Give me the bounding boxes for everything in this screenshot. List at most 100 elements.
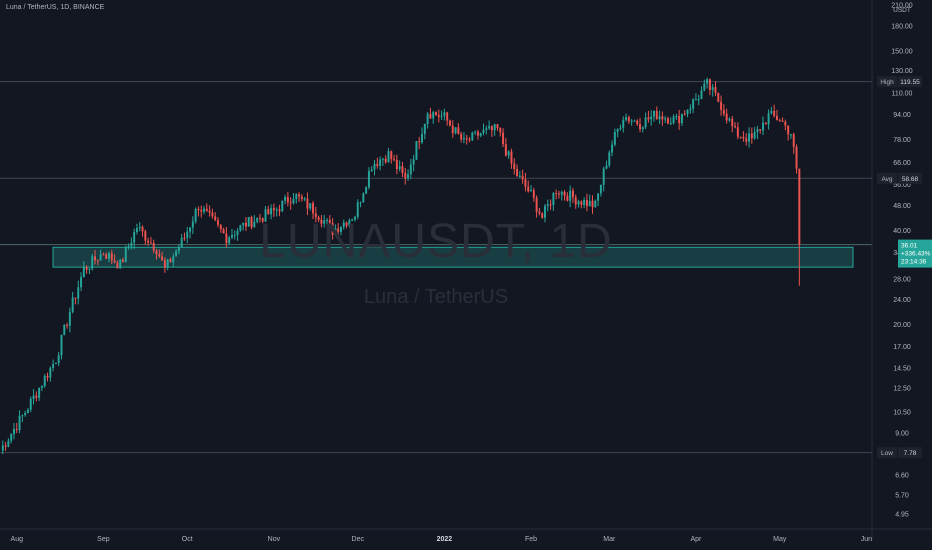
- candle[interactable]: [476, 131, 479, 136]
- candle[interactable]: [314, 213, 317, 218]
- candle[interactable]: [538, 211, 541, 214]
- candle[interactable]: [127, 246, 130, 248]
- candle[interactable]: [454, 127, 457, 134]
- candle[interactable]: [784, 121, 787, 126]
- candle[interactable]: [798, 168, 801, 245]
- candle[interactable]: [66, 324, 69, 326]
- candle[interactable]: [256, 217, 259, 222]
- candle[interactable]: [689, 108, 692, 111]
- candle[interactable]: [1, 445, 4, 451]
- candle[interactable]: [278, 209, 281, 212]
- candle[interactable]: [54, 363, 57, 365]
- candle[interactable]: [409, 164, 412, 175]
- candle[interactable]: [21, 415, 24, 417]
- candle[interactable]: [110, 253, 113, 261]
- candle[interactable]: [264, 209, 267, 222]
- candle[interactable]: [121, 259, 124, 262]
- candle[interactable]: [7, 440, 10, 447]
- candle[interactable]: [644, 117, 647, 128]
- candle[interactable]: [546, 204, 549, 206]
- candle[interactable]: [94, 256, 97, 261]
- candle[interactable]: [49, 367, 52, 378]
- candle[interactable]: [379, 159, 382, 166]
- candle[interactable]: [435, 112, 437, 116]
- candle[interactable]: [446, 112, 449, 121]
- candle[interactable]: [328, 220, 331, 224]
- candle[interactable]: [496, 124, 499, 128]
- candle[interactable]: [756, 129, 759, 133]
- candle[interactable]: [404, 172, 407, 179]
- candle[interactable]: [175, 251, 178, 257]
- candle[interactable]: [186, 231, 189, 238]
- candle[interactable]: [26, 409, 29, 414]
- candle[interactable]: [135, 228, 138, 233]
- candle[interactable]: [169, 259, 172, 263]
- candle[interactable]: [342, 222, 345, 228]
- candle[interactable]: [605, 165, 608, 169]
- candle[interactable]: [639, 124, 642, 130]
- candle[interactable]: [91, 256, 94, 269]
- candle[interactable]: [183, 237, 186, 239]
- candle[interactable]: [647, 117, 650, 120]
- support-zone[interactable]: [52, 246, 854, 268]
- candle[interactable]: [80, 277, 83, 288]
- candle[interactable]: [247, 217, 250, 227]
- candle[interactable]: [85, 267, 88, 270]
- candle[interactable]: [664, 118, 667, 120]
- candle[interactable]: [625, 117, 628, 120]
- candle[interactable]: [633, 120, 636, 122]
- candle[interactable]: [309, 203, 312, 209]
- candle[interactable]: [602, 168, 605, 185]
- candle[interactable]: [787, 125, 790, 135]
- candle[interactable]: [345, 222, 348, 226]
- candle[interactable]: [557, 193, 560, 195]
- candle[interactable]: [155, 250, 158, 255]
- candle[interactable]: [180, 237, 183, 248]
- candle[interactable]: [390, 151, 393, 160]
- candle[interactable]: [312, 203, 315, 214]
- candle[interactable]: [736, 127, 739, 137]
- candle[interactable]: [795, 146, 798, 169]
- candle[interactable]: [298, 194, 301, 197]
- candle[interactable]: [412, 159, 415, 165]
- candle[interactable]: [119, 259, 122, 269]
- candle[interactable]: [706, 79, 709, 84]
- candle[interactable]: [387, 151, 390, 163]
- candle[interactable]: [728, 118, 731, 121]
- candle[interactable]: [74, 297, 77, 299]
- candle[interactable]: [678, 116, 681, 124]
- candle[interactable]: [242, 222, 245, 226]
- candle[interactable]: [163, 260, 166, 268]
- candle[interactable]: [284, 197, 287, 201]
- candle[interactable]: [225, 233, 228, 244]
- candle[interactable]: [692, 99, 695, 109]
- candle[interactable]: [552, 192, 555, 205]
- candle[interactable]: [351, 219, 354, 221]
- candle[interactable]: [303, 198, 306, 200]
- candle[interactable]: [577, 201, 580, 205]
- candle[interactable]: [460, 133, 463, 140]
- candle[interactable]: [393, 159, 396, 161]
- candle[interactable]: [40, 386, 43, 388]
- candle[interactable]: [437, 115, 440, 117]
- candle[interactable]: [594, 200, 597, 208]
- candle[interactable]: [641, 127, 644, 130]
- candle[interactable]: [381, 158, 384, 160]
- candle[interactable]: [99, 254, 102, 261]
- candle[interactable]: [217, 220, 219, 225]
- candle[interactable]: [158, 254, 161, 257]
- candle[interactable]: [203, 208, 206, 212]
- candle[interactable]: [82, 267, 85, 278]
- candle[interactable]: [549, 204, 552, 206]
- candle[interactable]: [499, 127, 502, 133]
- candle[interactable]: [700, 90, 703, 99]
- candle[interactable]: [289, 202, 292, 204]
- candle[interactable]: [214, 216, 217, 221]
- candle[interactable]: [479, 132, 482, 136]
- candle[interactable]: [194, 208, 197, 222]
- candle[interactable]: [219, 224, 222, 230]
- candle[interactable]: [532, 190, 535, 198]
- candle[interactable]: [669, 123, 672, 125]
- candle[interactable]: [300, 196, 303, 200]
- candle[interactable]: [658, 116, 661, 120]
